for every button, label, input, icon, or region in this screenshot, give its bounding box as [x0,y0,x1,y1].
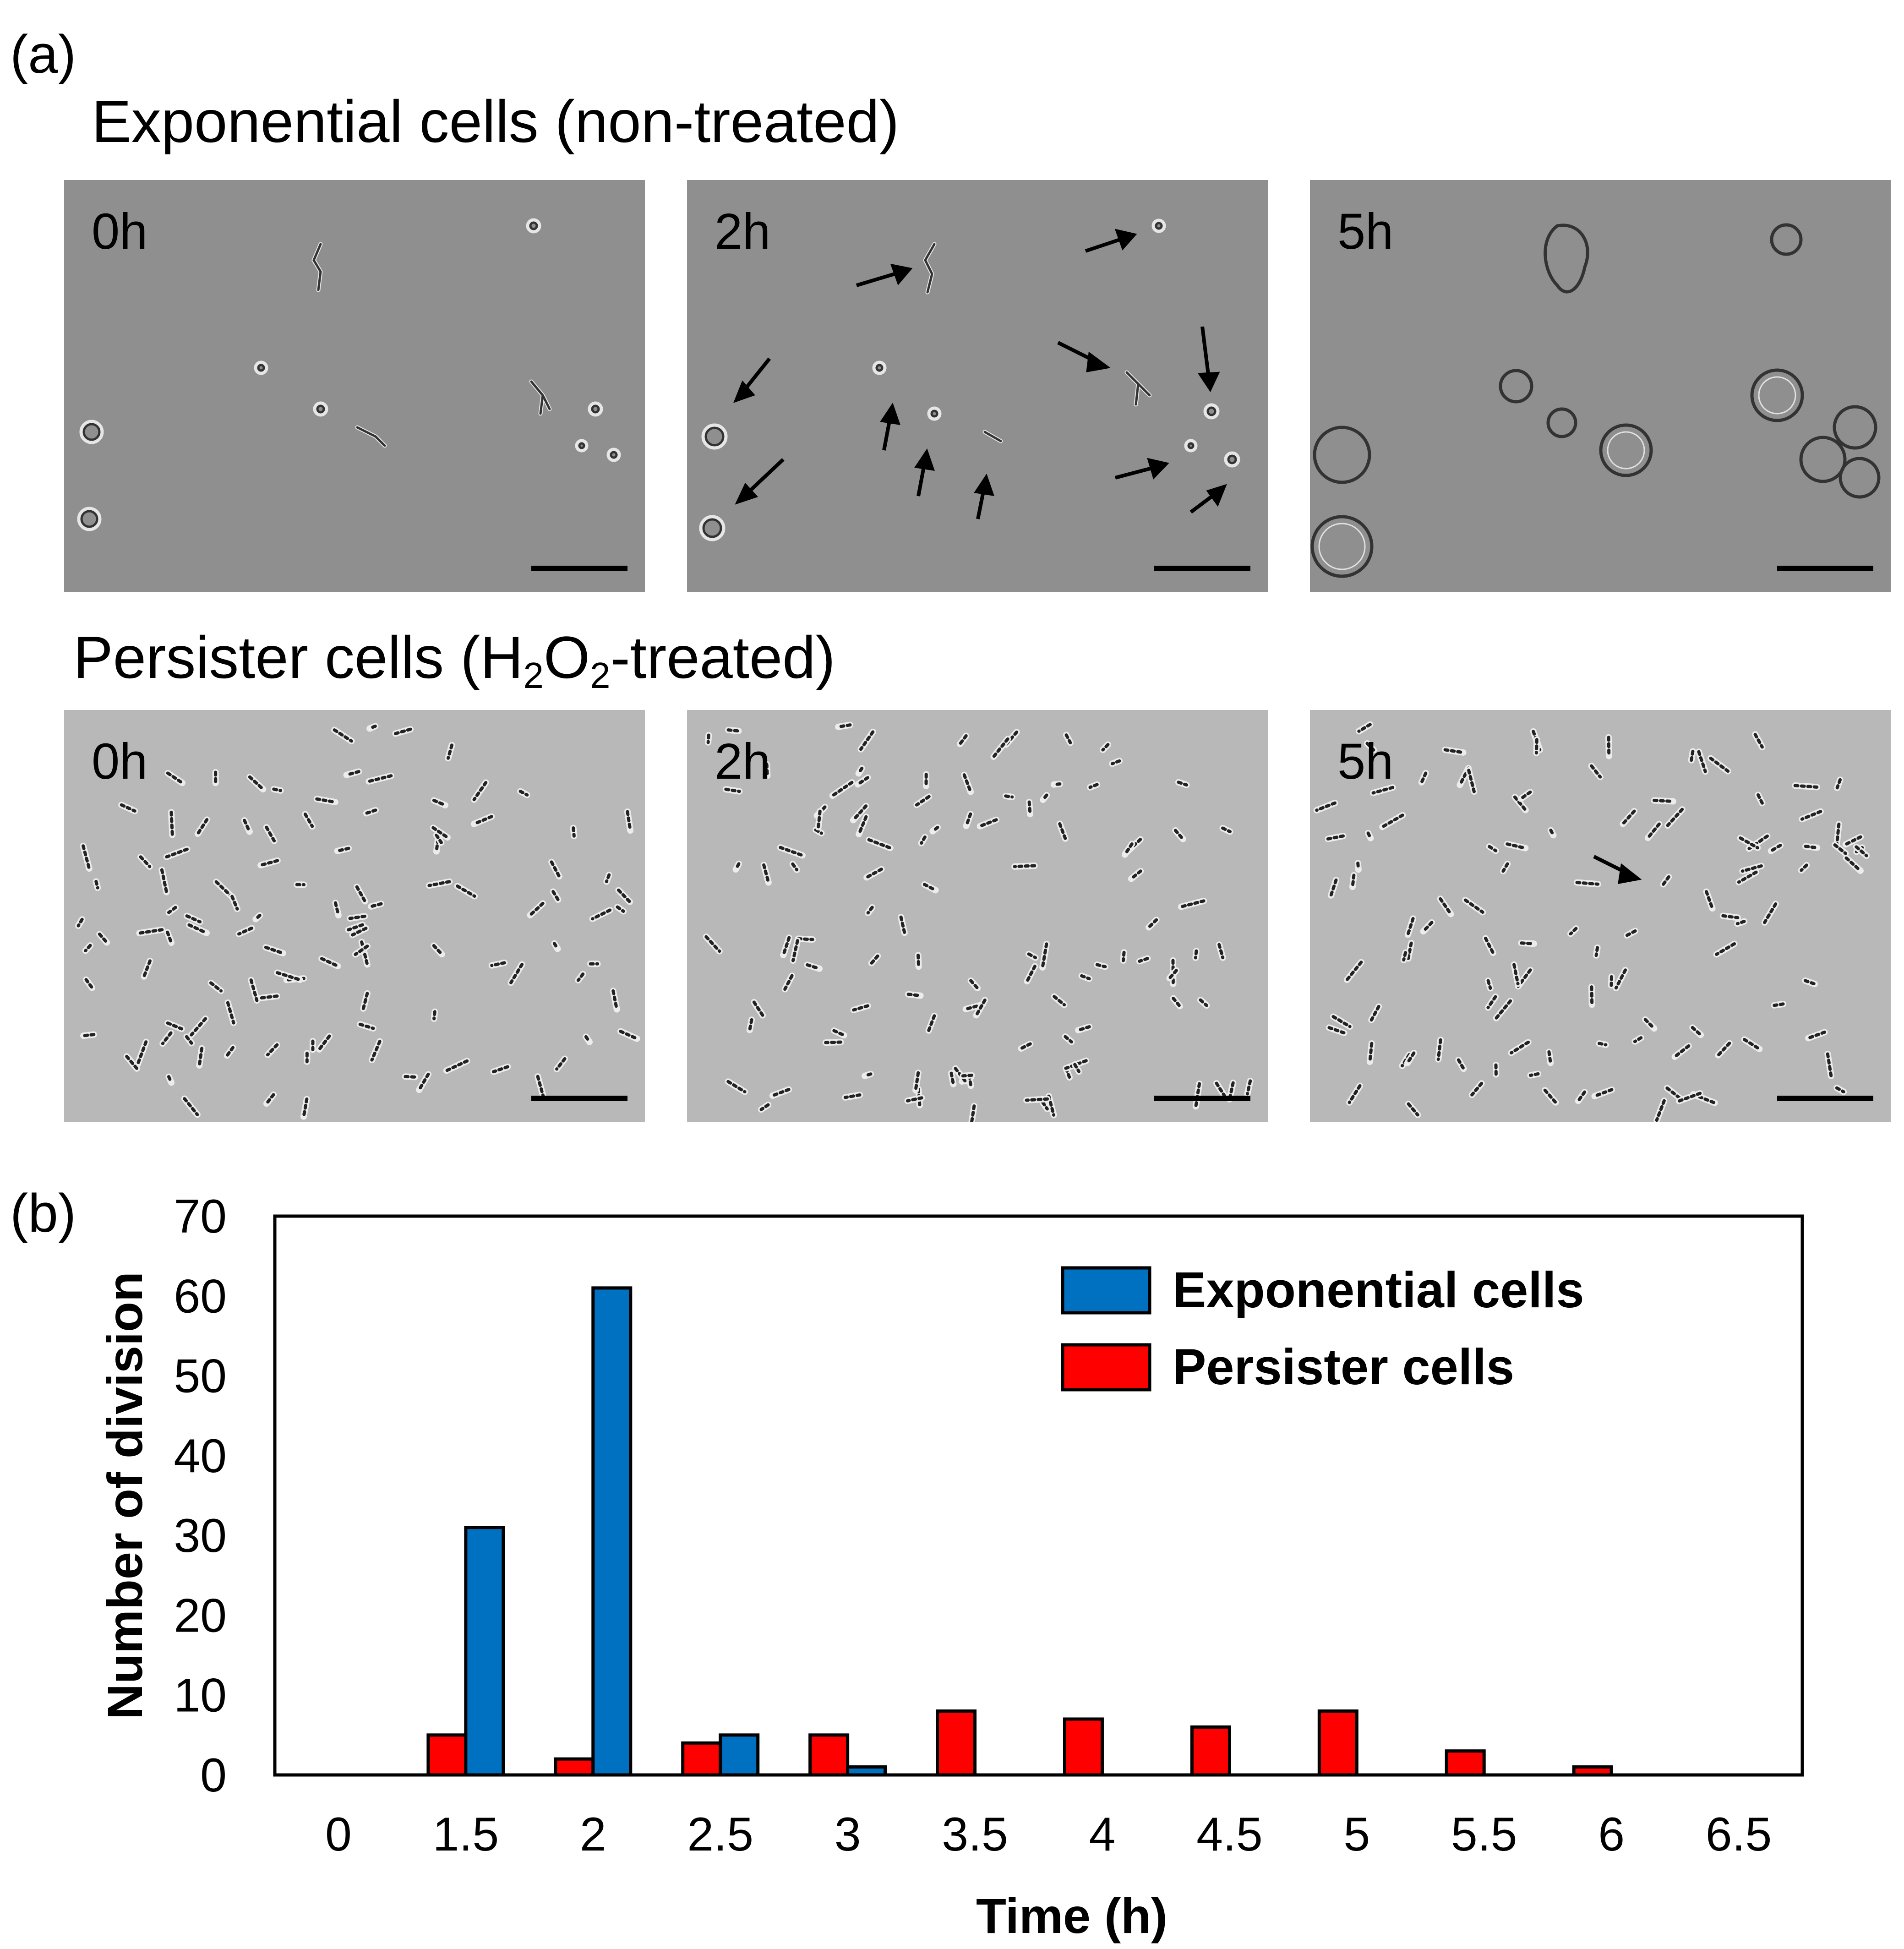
cells-pers-0h [75,723,640,1120]
x-tick-label: 2.5 [687,1808,753,1861]
x-tick-label: 4.5 [1196,1808,1263,1861]
cells-pers-2h [703,721,1254,1122]
plot-frame [273,1214,1804,1777]
micrograph-persister-2h: 2h [687,710,1268,1122]
legend-swatch-exponential-cells [1061,1266,1151,1315]
scale-bar-exp-0h [531,566,627,571]
persister-title-mid: O [543,624,590,691]
scale-bar-exp-2h [1154,566,1250,571]
time-label-exp-2h: 2h [715,203,771,260]
cells-exp-2h [699,218,1240,541]
bar-persister-cells [426,1733,468,1777]
x-tick-label: 0 [325,1808,352,1861]
scale-bar-pers-2h [1154,1096,1250,1101]
bar-persister-cells [936,1709,977,1777]
persister-row-title: Persister cells (H2O2-treated) [73,628,835,694]
scale-bar-pers-5h [1777,1096,1873,1101]
x-tick-label: 3 [835,1808,861,1861]
micrograph-persister-0h: 0h [64,710,645,1122]
bar-persister-cells [1445,1749,1486,1777]
bar-persister-cells [1317,1709,1358,1777]
bar-persister-cells [808,1733,850,1777]
bar-exponential-cells [591,1286,633,1777]
time-label-exp-5h: 5h [1337,203,1394,260]
time-label-pers-2h: 2h [715,733,771,790]
bar-exponential-cells [464,1526,505,1777]
division-bar-chart: 0 10 20 30 40 50 60 70 0 1.5 2 2.5 3 3.5 4 4.5 5 5.5 6 6.5… [97,1190,1804,1944]
x-tick-label: 4 [1089,1808,1116,1861]
legend-label-persister-cells: Persister cells [1173,1339,1514,1395]
x-tick-label: 5.5 [1451,1808,1517,1861]
legend-label-exponential-cells: Exponential cells [1173,1262,1584,1318]
panel-a-label: (a) [10,24,76,85]
persister-title-sub2: 2 [590,655,611,696]
cells-pers-5h [1313,721,1870,1122]
persister-title-suffix: -treated) [610,624,835,691]
x-tick-label: 6.5 [1706,1808,1772,1861]
cells-exp-5h [1310,223,1881,578]
bar-persister-cells [681,1741,722,1777]
x-tick-label: 3.5 [942,1808,1008,1861]
y-axis-label: Number of division [97,1272,153,1720]
scale-bar-pers-0h [531,1096,627,1101]
micrograph-exponential-2h: 2h [687,180,1268,592]
x-tick-label: 2 [580,1808,606,1861]
bar-exponential-cells [719,1733,760,1777]
y-tick-label: 50 [174,1350,227,1403]
bar-persister-cells [1190,1725,1231,1777]
persister-title-sub1: 2 [523,655,544,696]
y-tick-label: 70 [174,1190,227,1243]
panel-b-label: (b) [10,1183,76,1244]
y-tick-label: 10 [174,1669,227,1722]
x-tick-label: 6 [1598,1808,1625,1861]
y-tick-label: 40 [174,1430,227,1483]
bar-persister-cells [554,1757,595,1777]
y-tick-label: 20 [174,1589,227,1642]
y-tick-label: 30 [174,1509,227,1562]
persister-title-prefix: Persister cells (H [73,624,524,691]
micrograph-persister-5h: 5h [1310,710,1891,1122]
y-tick-label: 0 [200,1749,227,1802]
time-label-pers-5h: 5h [1337,733,1394,790]
x-tick-label: 5 [1343,1808,1370,1861]
micrograph-exponential-5h: 5h [1310,180,1891,592]
legend-swatch-persister-cells [1061,1343,1151,1392]
exponential-row-title: Exponential cells (non-treated) [92,88,900,155]
micrograph-exponential-0h: 0h [64,180,645,592]
y-tick-label: 60 [174,1270,227,1323]
x-tick-label: 1.5 [433,1808,499,1861]
scale-bar-exp-5h [1777,566,1873,571]
x-axis-label: Time (h) [976,1888,1167,1944]
bar-persister-cells [1063,1717,1104,1777]
cells-exp-0h [77,218,621,531]
time-label-pers-0h: 0h [92,733,148,790]
time-label-exp-0h: 0h [92,203,148,260]
